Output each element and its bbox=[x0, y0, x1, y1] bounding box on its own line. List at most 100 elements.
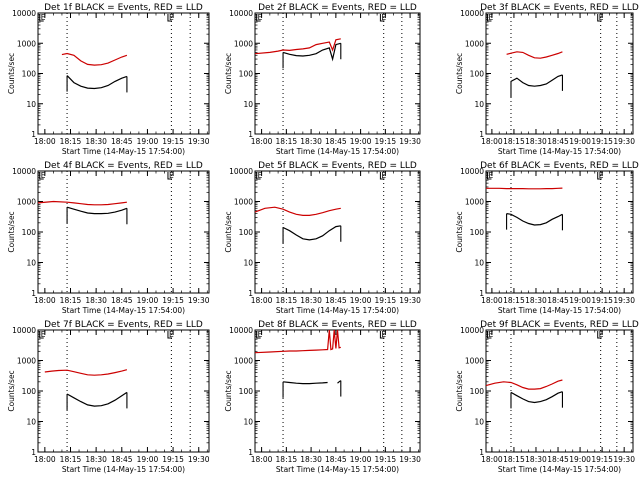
marker-bracket bbox=[39, 331, 44, 339]
panel-2: Det 2f BLACK = Events, RED = LLD 1 10 100 10… bbox=[224, 3, 421, 156]
marker-bracket bbox=[167, 331, 172, 339]
x-axis-label: Start Time (14-May-15 17:54:00) bbox=[276, 306, 399, 315]
marker-label: E bbox=[488, 330, 493, 339]
plot-frame bbox=[485, 12, 634, 135]
x-tick-label: 19:15 bbox=[375, 137, 397, 146]
y-tick-label: 1000 bbox=[465, 39, 484, 48]
x-tick-label: 18:45 bbox=[325, 137, 347, 146]
y-tick-label: 1 bbox=[479, 448, 484, 457]
panel-1: Det 1f BLACK = Events, RED = LLD 1 10 100 10… bbox=[7, 3, 210, 156]
x-tick-label: 19:15 bbox=[375, 455, 397, 464]
x-tick-label: 18:15 bbox=[276, 296, 298, 305]
x-tick-label: 19:30 bbox=[188, 455, 210, 464]
x-tick-label: 18:15 bbox=[276, 455, 298, 464]
panel-title: Det 9f BLACK = Events, RED = LLD bbox=[480, 320, 639, 330]
events-series-line bbox=[282, 225, 341, 241]
x-tick-label: 19:00 bbox=[569, 455, 591, 464]
y-tick-label: 10000 bbox=[229, 9, 253, 18]
marker-label: E bbox=[258, 13, 263, 22]
y-tick-label: 1000 bbox=[234, 357, 253, 366]
x-axis-label: Start Time (14-May-15 17:54:00) bbox=[276, 147, 399, 156]
marker-bracket bbox=[597, 331, 602, 339]
lld-series-line bbox=[44, 369, 128, 376]
y-tick-label: 1 bbox=[31, 448, 36, 457]
x-tick-label: 18:00 bbox=[481, 455, 503, 464]
x-tick-label: 18:15 bbox=[276, 137, 298, 146]
events-series-line bbox=[66, 75, 128, 90]
y-axis-label: Counts/sec bbox=[224, 211, 233, 252]
plot-frame bbox=[485, 170, 634, 294]
plot-frame bbox=[254, 12, 421, 135]
x-tick-label: 18:45 bbox=[547, 137, 569, 146]
marker-label: E bbox=[599, 13, 604, 22]
y-axis-label: Counts/sec bbox=[455, 211, 464, 252]
marker-bracket bbox=[167, 14, 172, 22]
x-tick-label: 18:00 bbox=[251, 296, 273, 305]
y-tick-label: 1000 bbox=[17, 39, 36, 48]
x-tick-label: 19:30 bbox=[188, 137, 210, 146]
marker-label: E bbox=[488, 13, 493, 22]
x-tick-label: 18:15 bbox=[60, 137, 82, 146]
x-tick-label: 19:00 bbox=[137, 137, 159, 146]
plot-frame bbox=[37, 329, 210, 453]
x-tick-label: 18:00 bbox=[34, 296, 56, 305]
panel-3: Det 3f BLACK = Events, RED = LLD 1 10 100 10… bbox=[455, 3, 639, 156]
x-tick-label: 18:45 bbox=[111, 137, 133, 146]
marker-bracket bbox=[597, 172, 602, 180]
marker-bracket bbox=[486, 172, 492, 180]
y-tick-label: 10 bbox=[243, 418, 253, 427]
x-tick-label: 18:30 bbox=[525, 296, 547, 305]
lld-series-line bbox=[254, 329, 341, 354]
events-series-line bbox=[510, 391, 563, 404]
y-tick-label: 10000 bbox=[12, 167, 36, 176]
y-tick-label: 1 bbox=[31, 289, 36, 298]
x-axis-label: Start Time (14-May-15 17:54:00) bbox=[62, 147, 185, 156]
marker-label: E bbox=[381, 171, 386, 180]
y-tick-label: 10000 bbox=[460, 9, 484, 18]
marker-label: E bbox=[488, 171, 493, 180]
x-tick-label: 18:45 bbox=[547, 455, 569, 464]
x-tick-label: 18:00 bbox=[34, 137, 56, 146]
plot-frame bbox=[37, 170, 210, 294]
y-tick-label: 10000 bbox=[460, 167, 484, 176]
panel-title: Det 3f BLACK = Events, RED = LLD bbox=[480, 3, 639, 13]
x-tick-label: 19:15 bbox=[162, 455, 184, 464]
y-tick-label: 1 bbox=[248, 130, 253, 139]
x-tick-label: 18:30 bbox=[300, 137, 322, 146]
x-tick-label: 18:30 bbox=[525, 137, 547, 146]
marker-bracket bbox=[379, 331, 385, 339]
y-tick-label: 100 bbox=[470, 387, 485, 396]
y-tick-label: 100 bbox=[470, 228, 485, 237]
marker-bracket bbox=[256, 172, 261, 180]
x-tick-label: 19:00 bbox=[137, 455, 159, 464]
y-tick-label: 100 bbox=[470, 70, 485, 79]
y-tick-label: 10 bbox=[474, 418, 484, 427]
x-tick-label: 19:15 bbox=[591, 137, 613, 146]
panel-title: Det 6f BLACK = Events, RED = LLD bbox=[480, 161, 639, 171]
x-tick-label: 18:00 bbox=[251, 137, 273, 146]
x-tick-label: 19:00 bbox=[137, 296, 159, 305]
events-series-line bbox=[283, 380, 342, 385]
x-tick-label: 18:15 bbox=[60, 455, 82, 464]
x-tick-label: 18:45 bbox=[547, 296, 569, 305]
plot-frame bbox=[254, 170, 421, 294]
marker-label: E bbox=[599, 330, 604, 339]
x-tick-label: 19:30 bbox=[613, 455, 635, 464]
x-tick-label: 18:15 bbox=[503, 296, 525, 305]
panel-title: Det 2f BLACK = Events, RED = LLD bbox=[258, 3, 417, 13]
x-tick-label: 19:15 bbox=[162, 296, 184, 305]
y-tick-label: 10 bbox=[26, 259, 36, 268]
x-axis-label: Start Time (14-May-15 17:54:00) bbox=[498, 306, 621, 315]
x-tick-label: 19:15 bbox=[591, 455, 613, 464]
x-tick-label: 18:45 bbox=[325, 296, 347, 305]
marker-bracket bbox=[167, 172, 172, 180]
x-tick-label: 18:00 bbox=[481, 296, 503, 305]
marker-label: E bbox=[258, 171, 263, 180]
plot-frame bbox=[485, 329, 634, 453]
x-tick-label: 18:00 bbox=[481, 137, 503, 146]
marker-bracket bbox=[379, 172, 385, 180]
x-tick-label: 18:30 bbox=[525, 455, 547, 464]
panel-title: Det 4f BLACK = Events, RED = LLD bbox=[44, 161, 203, 171]
marker-bracket bbox=[486, 14, 492, 22]
